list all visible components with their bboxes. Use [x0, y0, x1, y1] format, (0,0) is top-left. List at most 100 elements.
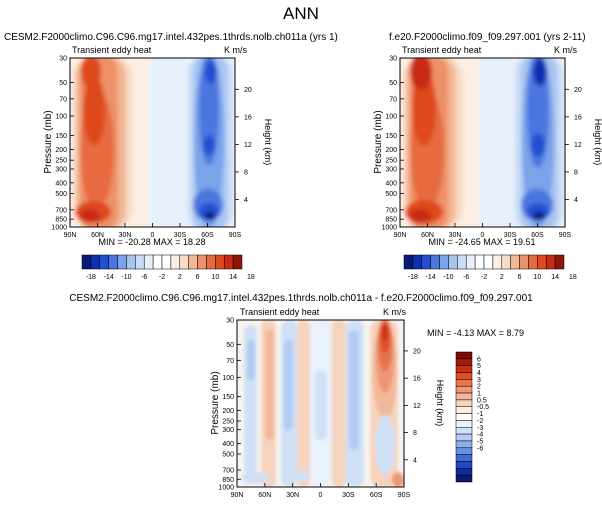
diff-colorbar-swatch — [455, 447, 473, 455]
panel-2-ytick-label: 150 — [385, 133, 397, 140]
shared-colorbar-2-label: 10 — [533, 274, 541, 281]
shared-colorbar-swatch — [90, 254, 101, 270]
shared-colorbar-label: 14 — [229, 274, 237, 281]
diff-colorbar-label: -0.5 — [477, 404, 489, 411]
shared-colorbar-2-swatch — [412, 254, 423, 270]
panel-2-ytick-label: 400 — [385, 180, 397, 187]
panel-1-xtick-label: 30N — [119, 232, 132, 239]
panel-2-xtick-label: 90S — [559, 232, 572, 239]
diff-colorbar-label: 0.5 — [477, 397, 487, 404]
shared-colorbar-2-swatch — [537, 254, 547, 270]
panel-1-xtick-label: 90N — [64, 232, 77, 239]
shared-colorbar-swatch — [179, 254, 189, 270]
panel-3-ytick-label: 200 — [222, 408, 234, 415]
panel-3-field — [237, 320, 404, 487]
shared-colorbar-2-label: 2 — [500, 274, 504, 281]
panel-1-ytick-label: 500 — [55, 191, 67, 198]
shared-colorbar-swatch — [126, 254, 136, 270]
panel-2-ytick-label: 700 — [385, 207, 397, 214]
panel-3-ytick-label: 400 — [222, 441, 234, 448]
diff-colorbar-swatch — [455, 427, 473, 435]
shared-colorbar: -18 -14 -10 -6 -2 2 6 10 14 18 -18 -14 -10 -6 -2 2 6 10 14… — [81, 254, 577, 281]
panel-2-ytick-label: 850 — [385, 217, 397, 224]
shared-colorbar-2-label: -2 — [481, 274, 487, 281]
panel-1-height-tick-label: 8 — [244, 169, 248, 176]
panel-2-height-tick-label: 16 — [574, 114, 582, 121]
panel-3: CESM2.F2000climo.C96.C96.mg17.intel.432p… — [69, 293, 533, 499]
panel-1-units: K m/s — [224, 45, 248, 55]
shared-colorbar-2-swatch — [474, 254, 485, 270]
shared-colorbar-2-swatch — [554, 254, 565, 270]
panel-3-title: CESM2.F2000climo.C96.C96.mg17.intel.432p… — [69, 293, 533, 304]
panel-1-ytick-label: 50 — [59, 80, 67, 87]
shared-colorbar-2-swatch — [465, 254, 476, 270]
diff-colorbar-label: 1 — [477, 391, 481, 398]
panel-1-xtick-label: 60S — [201, 232, 214, 239]
diff-colorbar-label: 3 — [477, 377, 481, 384]
panel-2-ytick-label: 1000 — [381, 225, 397, 232]
diff-colorbar-label: -3 — [477, 425, 483, 432]
diff-colorbar-label: -2 — [477, 418, 483, 425]
panel-3-ytick-label: 100 — [222, 375, 234, 382]
panel-2-ytick-label: 500 — [385, 191, 397, 198]
panel-3-ytick-label: 300 — [222, 427, 234, 434]
panel-2-stats: MIN = -24.65 MAX = 19.51 — [428, 237, 535, 247]
panel-2-xtick-label: 60N — [421, 232, 434, 239]
panel-3-ytick-label: 30 — [226, 318, 234, 325]
panel-3-xtick-label: 90S — [398, 492, 411, 499]
panel-2-ytick-label: 100 — [385, 114, 397, 121]
shared-colorbar-2-swatch — [519, 254, 529, 270]
panel-1-xtick-label: 0 — [151, 232, 155, 239]
panel-3-height-tick-label: 16 — [413, 376, 421, 383]
shared-colorbar-2-swatch — [430, 254, 440, 270]
diff-colorbar-swatch — [455, 372, 473, 380]
shared-colorbar-swatch — [232, 254, 243, 270]
panel-1-ylabel-right: Height (km) — [263, 119, 273, 166]
panel-1-ytick-label: 850 — [55, 217, 67, 224]
panel-3-ytick-label: 1000 — [218, 485, 234, 492]
panel-2-xtick-label: 0 — [481, 232, 485, 239]
diff-colorbar-label: 4 — [477, 370, 481, 377]
shared-colorbar-2-label: -10 — [443, 274, 453, 281]
panel-3-ytick-label: 70 — [226, 358, 234, 365]
panel-2-ytick-label: 200 — [385, 147, 397, 154]
diff-colorbar-swatch — [455, 468, 473, 476]
shared-colorbar-swatch — [197, 254, 207, 270]
diff-colorbar-swatch — [455, 433, 473, 442]
diff-colorbar-label: -5 — [477, 438, 483, 445]
panel-2-height-tick-label: 12 — [574, 142, 582, 149]
page-title: ANN — [283, 4, 319, 23]
panel-2-ytick-label: 50 — [389, 80, 397, 87]
diff-colorbar-label: -4 — [477, 432, 483, 439]
shared-colorbar-swatch — [152, 254, 163, 270]
shared-colorbar-2-label: -14 — [426, 274, 436, 281]
shared-colorbar-label: -6 — [141, 274, 147, 281]
diff-colorbar-swatch — [455, 413, 473, 421]
diff-colorbar-label: 5 — [477, 363, 481, 370]
shared-colorbar-label: 18 — [247, 274, 255, 281]
panel-1-xtick-label: 90S — [229, 232, 242, 239]
shared-colorbar-swatch — [188, 254, 198, 270]
panel-3-xtick-label: 30N — [286, 492, 299, 499]
panel-2-ytick-label: 250 — [385, 158, 397, 165]
shared-colorbar-label: -18 — [86, 274, 96, 281]
diff-colorbar-swatch — [455, 399, 473, 407]
panel-3-left-label: Transient eddy heat — [240, 307, 320, 317]
panel-2-xtick-label: 30S — [504, 232, 517, 239]
diff-colorbar-swatch — [455, 406, 473, 414]
shared-colorbar-2-swatch — [501, 254, 511, 270]
diff-colorbar-swatch — [455, 365, 473, 373]
panel-2-ytick-label: 70 — [389, 96, 397, 103]
diff-colorbar-swatch — [455, 454, 473, 462]
panel-1-height-tick-label: 16 — [244, 114, 252, 121]
shared-colorbar-label: -2 — [159, 274, 165, 281]
diff-colorbar-swatch — [455, 420, 473, 428]
panel-2-xtick-label: 90N — [394, 232, 407, 239]
panel-2-field — [400, 58, 565, 227]
shared-colorbar-label: -14 — [104, 274, 114, 281]
shared-colorbar-swatch — [81, 254, 92, 270]
diff-colorbar-swatch — [455, 379, 473, 387]
shared-colorbar-swatch — [99, 254, 109, 270]
diff-colorbar-label: 6 — [477, 356, 481, 363]
panel-3-ytick-label: 250 — [222, 418, 234, 425]
